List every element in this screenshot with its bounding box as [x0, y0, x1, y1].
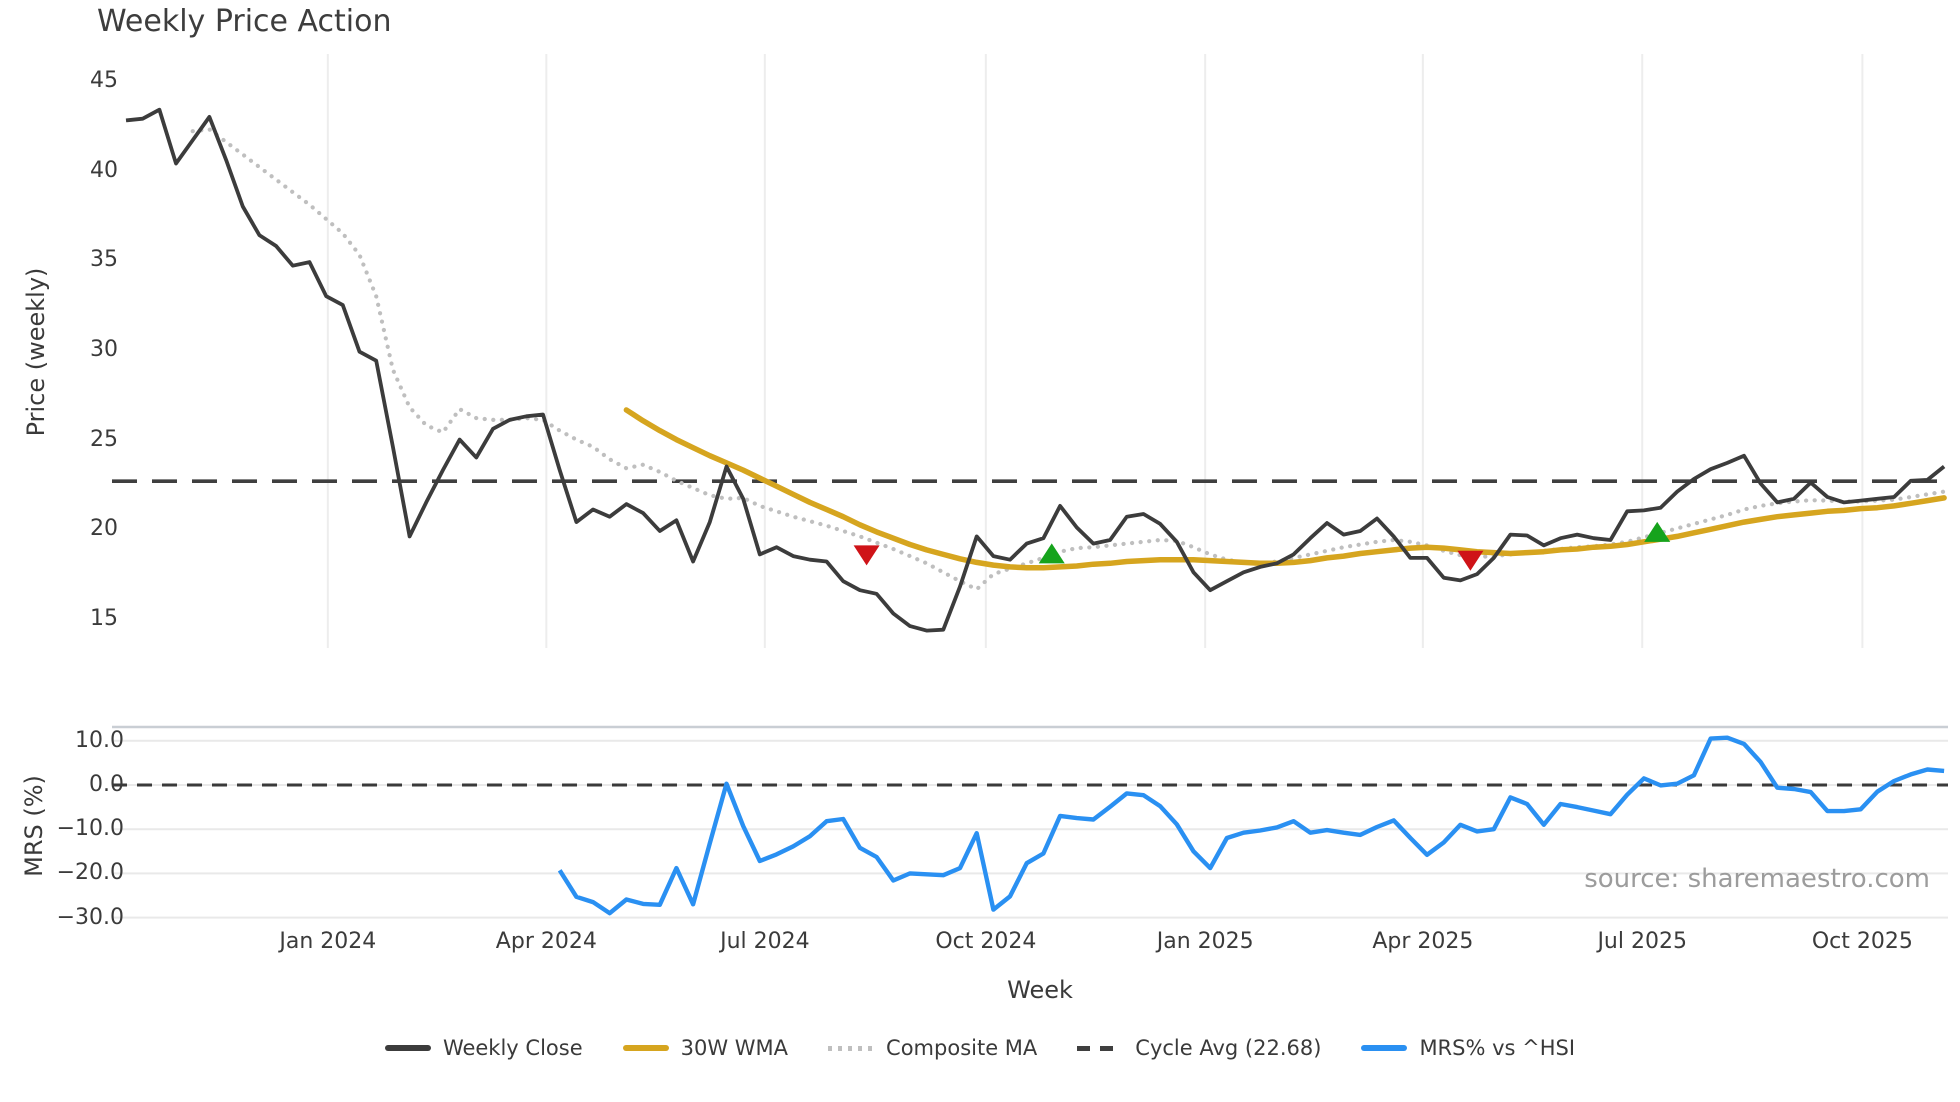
week-tick-label: Oct 2025: [1811, 929, 1913, 954]
buy-signal-marker: [1644, 521, 1671, 542]
legend-swatch-dashed: [1077, 1045, 1124, 1051]
legend-label: Cycle Avg (22.68): [1135, 1036, 1322, 1060]
legend-swatch-solid: [1361, 1045, 1408, 1051]
sell-signal-marker: [853, 545, 880, 566]
legend-item: 30W WMA: [622, 1036, 789, 1060]
legend-item: Weekly Close: [384, 1036, 583, 1060]
price-tick-label: 25: [90, 426, 118, 452]
price-tick-label: 40: [90, 157, 118, 183]
week-tick-label: Oct 2024: [935, 929, 1037, 954]
chart-legend: Weekly Close 30W WMA Composite MA Cycle Avg…: [0, 1036, 1960, 1060]
price-tick-label: 30: [90, 336, 118, 362]
composite-ma-line: [190, 127, 1947, 592]
mrs-tick-label: 0.0: [89, 772, 124, 797]
legend-label: Composite MA: [886, 1036, 1038, 1060]
mrs-tick-label: 10.0: [75, 727, 124, 753]
week-tick-label: Jul 2024: [720, 929, 810, 954]
mrs-tick-label: −10.0: [56, 816, 124, 842]
chart-title: Weekly Price Action: [97, 4, 392, 39]
week-tick-label: Apr 2025: [1372, 929, 1474, 954]
legend-swatch-solid: [384, 1045, 431, 1051]
mrs-line: [557, 735, 1945, 916]
week-tick-label: Jul 2025: [1597, 929, 1687, 954]
week-tick-label: Apr 2024: [495, 929, 597, 954]
mrs-tick-label: −30.0: [56, 904, 124, 930]
week-tick-label: Jan 2024: [279, 929, 377, 954]
wma-line: [623, 407, 1947, 571]
legend-item: Composite MA: [828, 1036, 1037, 1060]
legend-label: 30W WMA: [680, 1036, 789, 1060]
legend-swatch-dotted: [828, 1045, 875, 1051]
price-tick-label: 45: [90, 68, 118, 93]
weekly-close-line: [125, 107, 1946, 633]
legend-item: Cycle Avg (22.68): [1077, 1036, 1321, 1060]
week-tick-label: Jan 2025: [1156, 929, 1254, 954]
legend-label: MRS% vs ^HSI: [1419, 1036, 1576, 1060]
price-tick-label: 15: [90, 605, 118, 631]
mrs-tick-label: −20.0: [56, 860, 124, 886]
buy-signal-marker: [1038, 543, 1065, 564]
source-watermark: source: sharemaestro.com: [1584, 864, 1930, 894]
legend-item: MRS% vs ^HSI: [1361, 1036, 1575, 1060]
legend-swatch-solid: [622, 1045, 669, 1051]
week-axis-label: Week: [1007, 976, 1073, 1004]
sell-signal-marker: [1457, 550, 1484, 571]
price-tick-label: 20: [90, 516, 118, 542]
legend-label: Weekly Close: [442, 1036, 583, 1060]
price-tick-label: 35: [90, 247, 118, 273]
